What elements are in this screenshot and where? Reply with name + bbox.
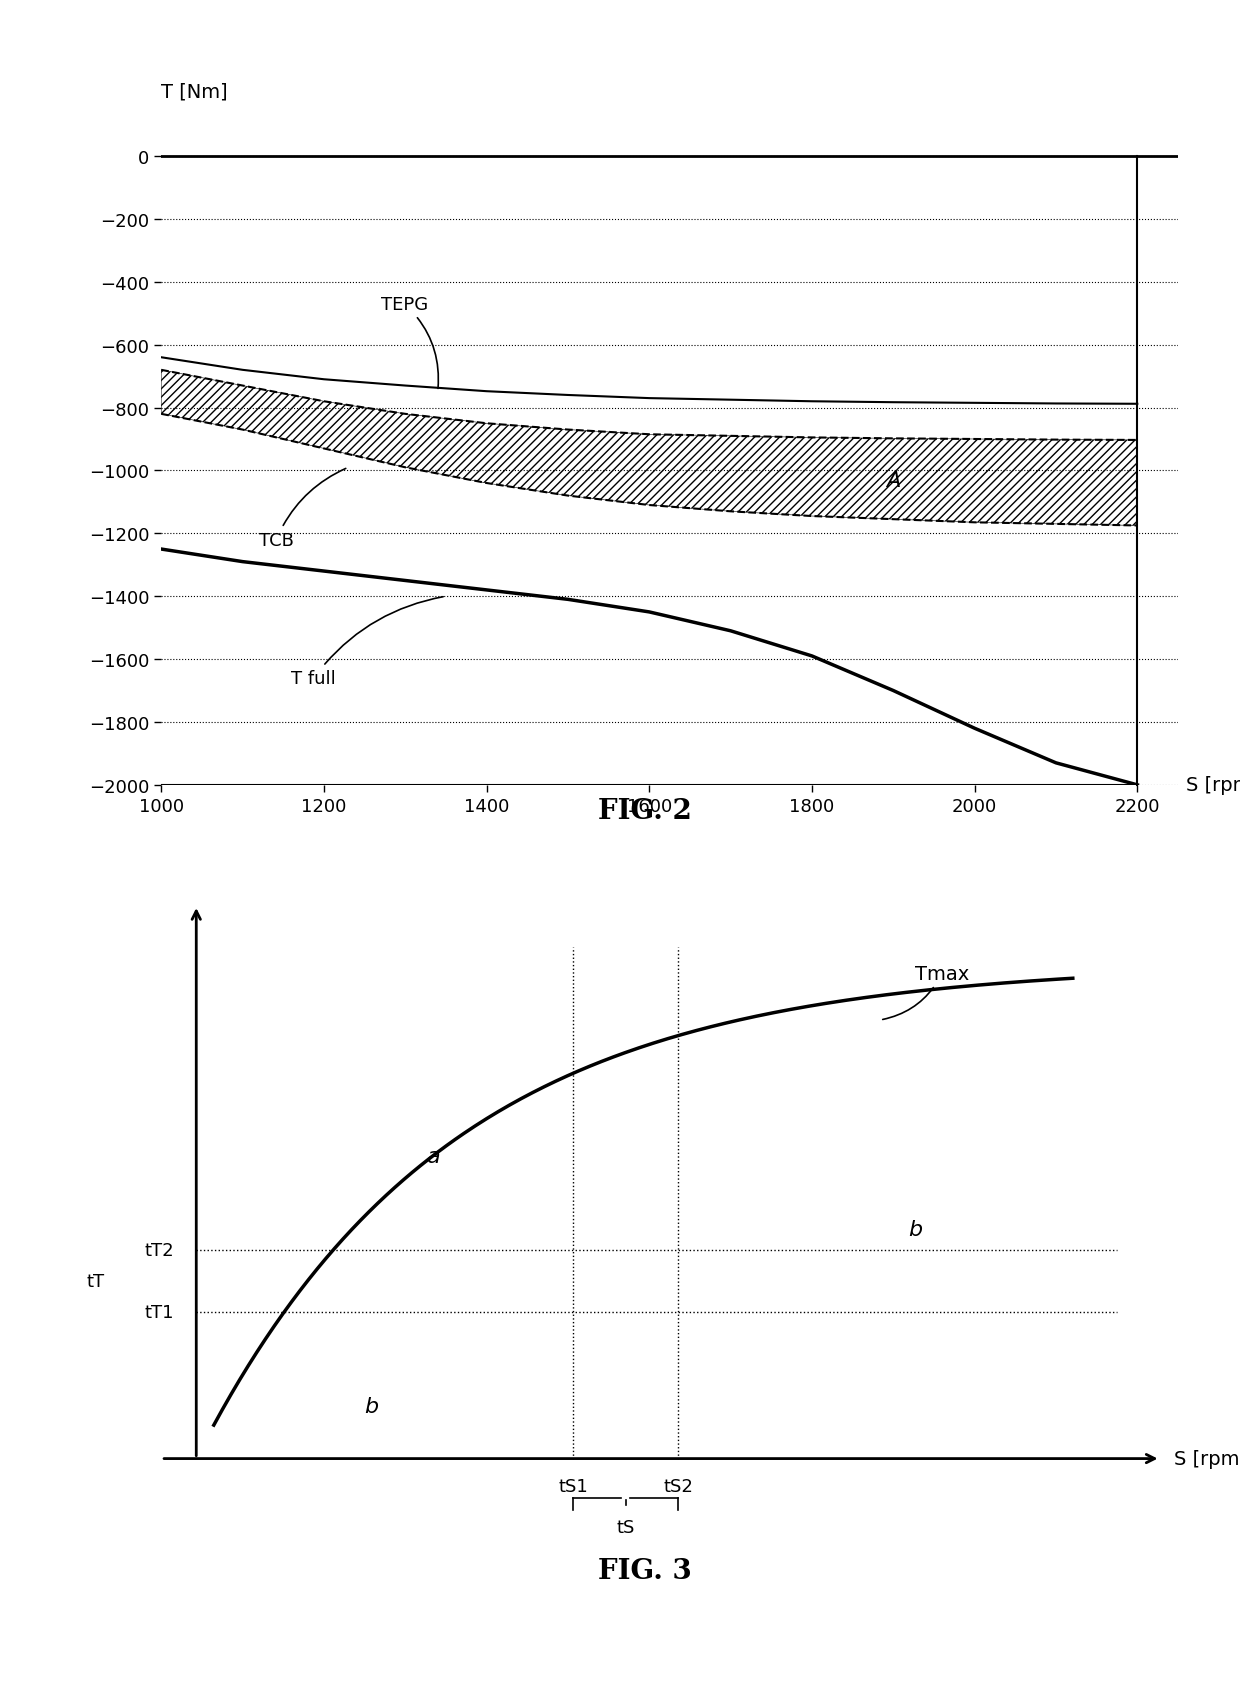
Text: A: A — [887, 471, 900, 490]
Text: FIG. 3: FIG. 3 — [598, 1557, 692, 1584]
Text: S [rpm]: S [rpm] — [1173, 1449, 1240, 1468]
Text: a: a — [427, 1147, 440, 1165]
Text: b: b — [908, 1219, 923, 1240]
Text: TCB: TCB — [259, 470, 346, 549]
Text: T [Nm]: T [Nm] — [161, 83, 228, 101]
Text: tS2: tS2 — [663, 1476, 693, 1495]
Text: T full: T full — [291, 598, 443, 687]
Text: S [rpm]: S [rpm] — [1187, 775, 1240, 796]
Text: tT1: tT1 — [145, 1304, 175, 1321]
Text: b: b — [365, 1397, 378, 1417]
Text: tT: tT — [86, 1272, 104, 1290]
Text: TEPG: TEPG — [381, 296, 439, 388]
Text: Tmax: Tmax — [883, 964, 970, 1020]
Text: tT2: tT2 — [145, 1241, 175, 1258]
Text: tS: tS — [616, 1518, 635, 1535]
Text: tS1: tS1 — [558, 1476, 588, 1495]
Text: FIG. 2: FIG. 2 — [598, 797, 692, 824]
